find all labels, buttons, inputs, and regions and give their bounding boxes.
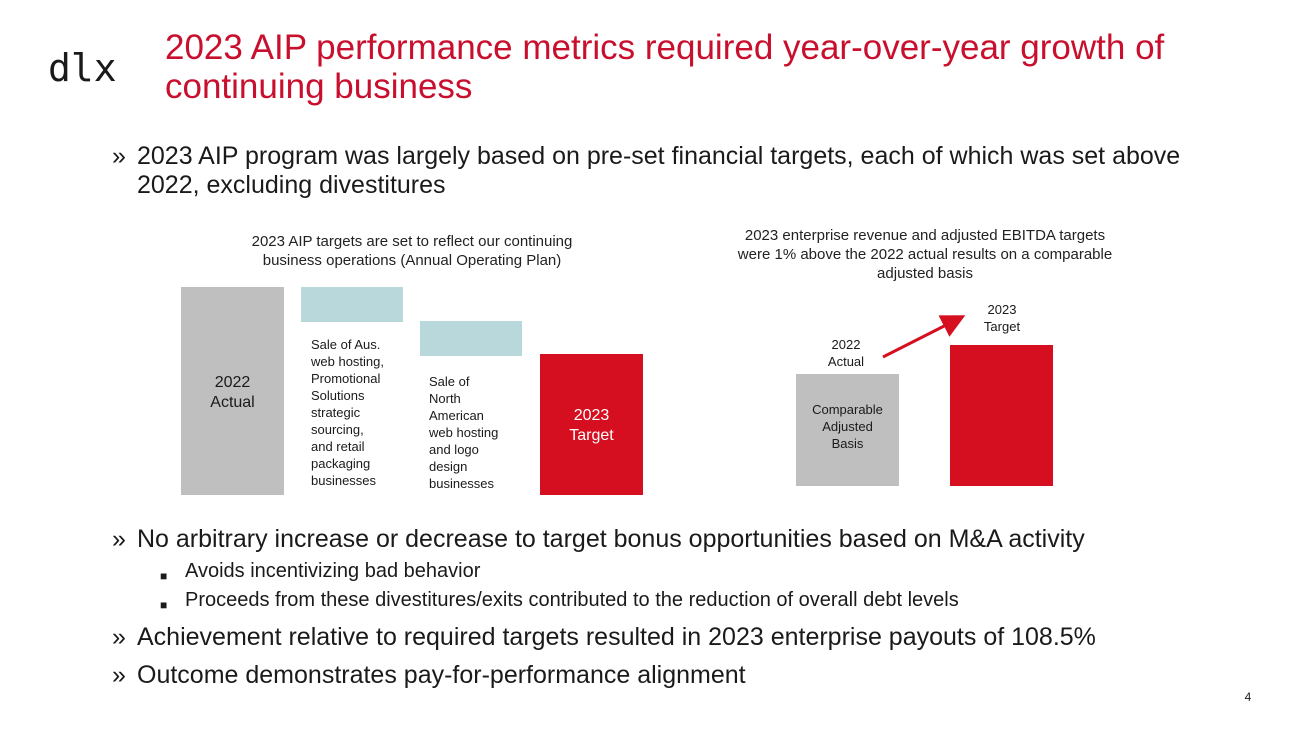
bullet-no-arbitrary: » No arbitrary increase or decrease to t… bbox=[112, 525, 1212, 555]
step-na-label: Sale of North American web hosting and l… bbox=[429, 374, 499, 491]
bar-step-na-divestiture bbox=[420, 321, 522, 356]
bullet-marker: » bbox=[112, 623, 126, 651]
bullet-aip-program: » 2023 AIP program was largely based on … bbox=[112, 142, 1202, 202]
subbullet-text: Avoids incentivizing bad behavior bbox=[185, 560, 481, 582]
step-aus-label: Sale of Aus. web hosting, Promotional So… bbox=[311, 337, 384, 488]
right-actual-label: 2022 Actual bbox=[827, 337, 865, 369]
bar-step-aus-divestiture bbox=[301, 287, 403, 322]
subbullet-avoids: ■ Avoids incentivizing bad behavior bbox=[160, 559, 1160, 585]
bar-2023-target bbox=[540, 354, 643, 495]
bullet-marker: » bbox=[112, 661, 126, 689]
bullet-marker: » bbox=[112, 142, 126, 170]
right-chart-caption: 2023 enterprise revenue and adjusted EBI… bbox=[737, 227, 1113, 282]
bullet-outcome: » Outcome demonstrates pay-for-performan… bbox=[112, 661, 1212, 691]
bullet-text: 2023 AIP program was largely based on pr… bbox=[137, 142, 1181, 199]
bar-comparable-label: Comparable Adjusted Basis bbox=[812, 402, 883, 451]
bullet-marker: » bbox=[112, 525, 126, 553]
bar-2023-target-label: 2023 Target bbox=[569, 407, 614, 444]
logo-text: dlx bbox=[48, 48, 117, 88]
subbullet-text: Proceeds from these divestitures/exits c… bbox=[185, 589, 959, 611]
bar-2022-actual bbox=[181, 287, 284, 495]
dlx-logo: dlx bbox=[48, 48, 117, 88]
bar-comparable-actual bbox=[796, 374, 899, 486]
bullet-text: No arbitrary increase or decrease to tar… bbox=[137, 525, 1085, 553]
subbullet-marker: ■ bbox=[160, 569, 168, 583]
bullet-achievement: » Achievement relative to required targe… bbox=[112, 623, 1212, 653]
right-target-label: 2023 Target bbox=[983, 302, 1021, 334]
bar-right-2023-target bbox=[950, 345, 1053, 486]
page-number: 4 bbox=[1244, 690, 1252, 704]
left-chart-caption: 2023 AIP targets are set to reflect our … bbox=[251, 233, 573, 269]
bullet-text: Achievement relative to required targets… bbox=[137, 623, 1096, 651]
subbullet-proceeds: ■ Proceeds from these divestitures/exits… bbox=[160, 588, 1160, 614]
page-title: 2023 AIP performance metrics required ye… bbox=[165, 28, 1165, 106]
subbullet-marker: ■ bbox=[160, 598, 168, 612]
bullet-text: Outcome demonstrates pay-for-performance… bbox=[137, 661, 746, 689]
bar-2022-actual-label: 2022 Actual bbox=[210, 374, 255, 411]
growth-arrow-icon bbox=[882, 315, 966, 359]
